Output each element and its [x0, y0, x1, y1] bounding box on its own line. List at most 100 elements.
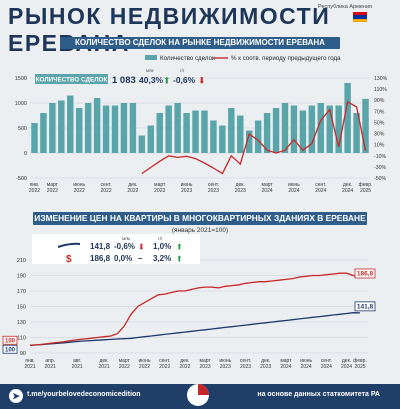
bar [165, 105, 172, 153]
x-tick-label: сент. [159, 358, 170, 364]
telegram-icon[interactable]: ➤ [9, 389, 23, 403]
x-tick-label: март [119, 358, 131, 364]
bar [183, 113, 190, 153]
bar [111, 105, 119, 153]
x-tick-year: 2021 [99, 364, 110, 370]
bar [281, 103, 289, 153]
x-tick-year: 2022 [74, 188, 85, 194]
x-tick-label: янв. [25, 358, 35, 364]
end-label-box [354, 301, 376, 312]
start-label: 100 [5, 347, 16, 353]
x-tick-year: 2024 [288, 188, 299, 194]
legend-gg-value: 3,2% [153, 254, 171, 263]
x-tick-label: июнь [139, 358, 151, 364]
usd-line [29, 272, 361, 346]
chart2-subtitle: (январь 2021=100) [171, 227, 229, 234]
bar [362, 98, 369, 153]
x-tick-year: 2021 [45, 364, 56, 370]
y-tick-label: 150 [17, 305, 26, 311]
y-tick-label: 190 [17, 274, 26, 280]
bar [326, 105, 333, 153]
x-tick-label: сент. [240, 358, 251, 364]
bar [290, 105, 298, 153]
arrow-up-icon: ⬆ [163, 76, 171, 86]
y-tick-label: 170 [17, 289, 26, 295]
x-tick-year: 2023 [220, 364, 231, 370]
x-tick-year: 2025 [354, 364, 365, 370]
end-label-box [354, 268, 376, 279]
x-tick-label: дек. [342, 358, 351, 364]
x-tick-label: сент. [315, 182, 326, 188]
bar [219, 125, 226, 153]
legend-mm-label: м/м [122, 236, 130, 242]
flag-stripe-orange [353, 18, 367, 22]
bar [58, 100, 65, 153]
legend-current-value: 186,8 [90, 254, 111, 263]
y-right-tick-label: 50% [374, 120, 385, 126]
bar [138, 135, 146, 153]
yoy-line [141, 100, 367, 175]
bar [210, 120, 217, 153]
legend-line-label: % к соотв. периоду предыдущего года [231, 55, 341, 62]
x-tick-label: июнь [288, 182, 300, 188]
y-left-tick-label: 500 [18, 126, 27, 132]
y-left-tick-label: 1500 [15, 76, 27, 82]
y-left-tick-label: 1000 [15, 101, 27, 107]
x-tick-label: авг. [73, 358, 81, 364]
end-label: 186,8 [357, 271, 374, 278]
x-tick-label: июнь [181, 182, 193, 188]
bar [156, 113, 163, 153]
x-tick-year: 2022 [139, 364, 150, 370]
bar [49, 103, 56, 153]
bar [201, 110, 208, 153]
amd-line [29, 312, 361, 346]
callout-box [35, 74, 108, 84]
x-tick-label: март [200, 358, 212, 364]
x-tick-label: июнь [73, 182, 85, 188]
price-index-chart: 90110130150170190210янв.2021апр.2021авг.… [2, 234, 376, 370]
x-tick-label: дек. [236, 182, 245, 188]
x-tick-year: 2023 [181, 188, 192, 194]
x-tick-label: дек. [128, 182, 137, 188]
y-left-tick-label: 0 [24, 151, 27, 157]
x-tick-year: 2022 [119, 364, 130, 370]
end-label: 141,8 [357, 304, 374, 311]
transactions-chart: -500 0 500 1000 1500 130% 110% 90% 70% 50% 30% 10% -… [15, 55, 388, 194]
bar [317, 103, 325, 153]
callout-mm-label: м/м [146, 68, 153, 73]
chart2-title: ИЗМЕНЕНИЕ ЦЕН НА КВАРТИРЫ В МНОГОКВАРТИР… [33, 212, 367, 225]
x-tick-year: 2022 [29, 188, 40, 194]
arrow-up-icon: ⬆ [176, 243, 183, 252]
country-label: Республика Армения [318, 4, 372, 10]
legend-mm-value: 0,0% [114, 254, 132, 263]
x-tick-label: дек. [180, 358, 189, 364]
telegram-link[interactable]: t.me/yourbelovedeconomicedition [27, 391, 141, 398]
legend-box [32, 234, 200, 264]
x-tick-label: сент. [100, 182, 111, 188]
y-right-tick-label: 130% [374, 76, 388, 82]
x-tick-label: март [280, 358, 292, 364]
chart1-title: КОЛИЧЕСТВО СДЕЛОК НА РЫНКЕ НЕДВИЖИМОСТИ … [60, 37, 340, 49]
x-tick-label: дек. [343, 182, 352, 188]
bar [67, 95, 74, 153]
bar [308, 105, 316, 153]
y-tick-label: 210 [17, 258, 26, 264]
legend-bar-swatch [145, 55, 157, 60]
legend-bar-label: Количество сделок [160, 55, 215, 62]
start-label-box [2, 344, 18, 354]
logo-icon [187, 384, 209, 406]
x-tick-label: март [154, 182, 166, 188]
y-tick-label: 90 [20, 351, 26, 357]
dollar-icon: $ [66, 254, 72, 265]
x-tick-year: 2022 [159, 364, 170, 370]
flag-stripe-blue [353, 15, 367, 19]
arrow-up-icon: ⬆ [176, 255, 183, 264]
bar [84, 103, 92, 153]
x-tick-year: 2021 [24, 364, 35, 370]
y-left-tick-label: -500 [16, 176, 27, 182]
bar [102, 105, 110, 153]
x-tick-year: 2022 [127, 188, 138, 194]
callout-label: КОЛИЧЕСТВО СДЕЛОК [36, 77, 108, 84]
x-tick-year: 2024 [262, 188, 273, 194]
x-tick-label: июнь [219, 358, 231, 364]
